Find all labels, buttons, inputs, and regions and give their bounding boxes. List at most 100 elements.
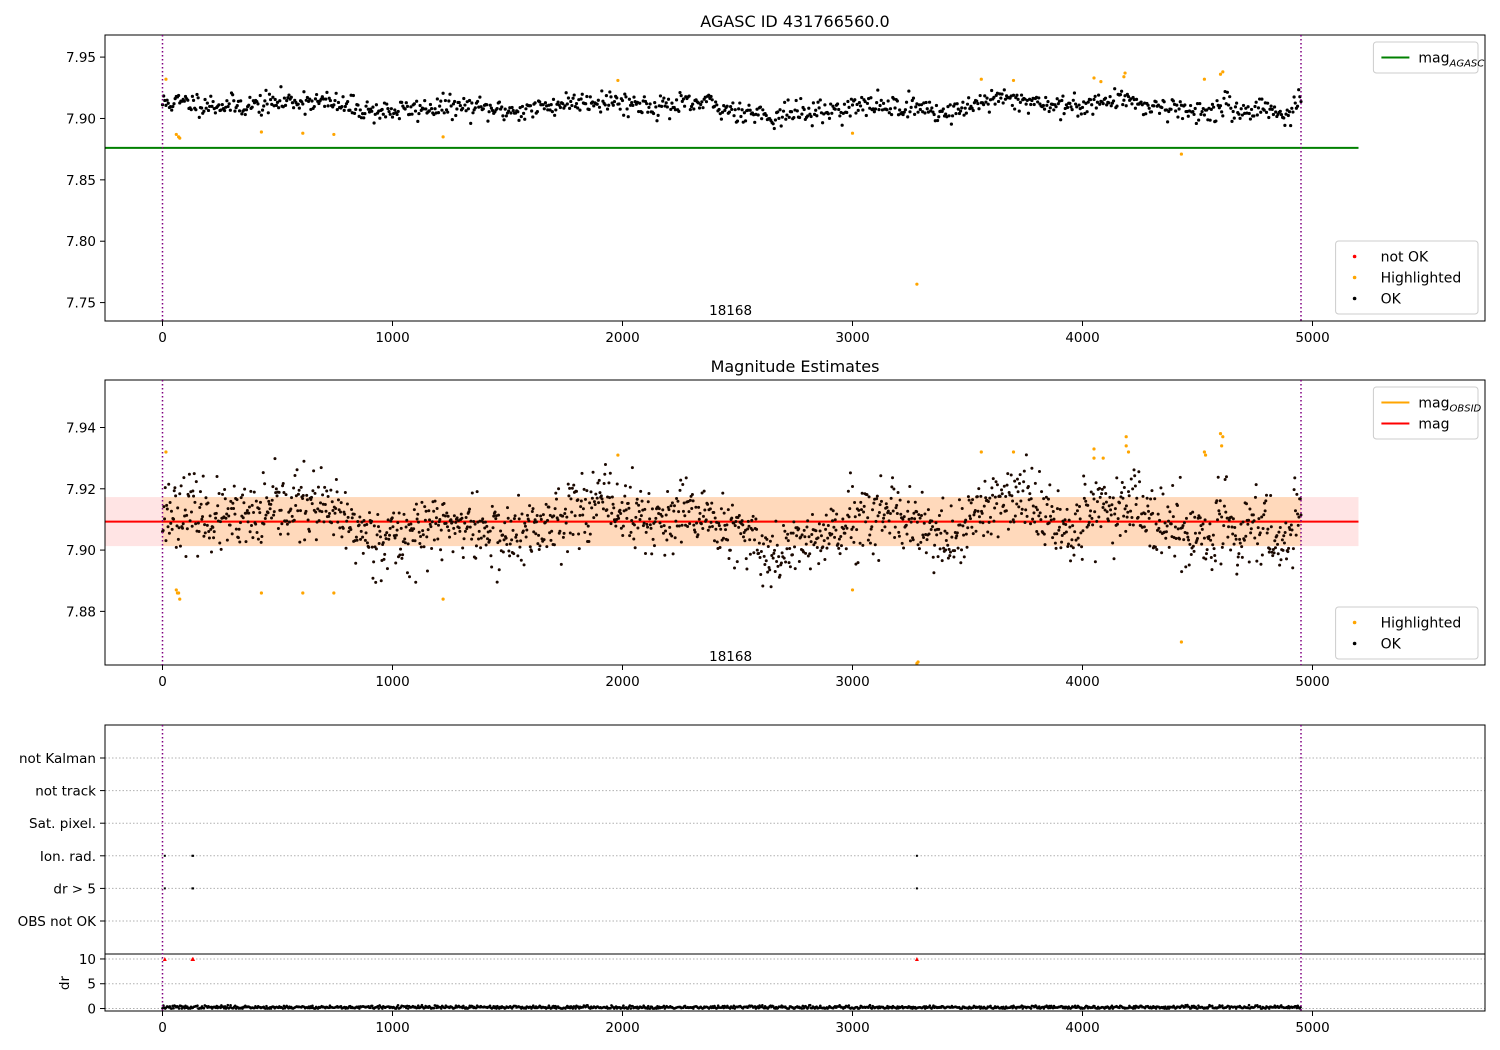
ok-point: [632, 523, 636, 527]
ok-point: [1049, 514, 1053, 518]
ok-point: [1092, 497, 1096, 501]
ok-point: [937, 527, 941, 531]
ok-point: [290, 101, 295, 105]
ok-point: [816, 100, 820, 104]
ok-point: [773, 570, 777, 574]
ok-point: [389, 519, 393, 523]
ok-point: [1024, 453, 1028, 457]
ok-point: [164, 103, 168, 108]
ok-point: [1124, 529, 1128, 533]
ok-point: [349, 527, 353, 531]
ok-point: [729, 104, 733, 109]
ok-point: [1270, 107, 1274, 111]
dr-point: [370, 1004, 374, 1008]
ok-point: [990, 88, 994, 93]
ok-point: [479, 536, 483, 540]
ok-point: [744, 557, 748, 561]
ok-point: [1220, 545, 1224, 549]
ok-point: [927, 532, 931, 536]
ok-point: [409, 105, 413, 109]
ok-point: [837, 537, 841, 541]
ok-point: [372, 560, 376, 564]
ok-point: [310, 99, 314, 103]
ok-point: [489, 554, 493, 558]
ok-point: [330, 521, 334, 525]
ok-point: [375, 533, 379, 537]
ok-point: [1258, 97, 1262, 101]
ok-point: [667, 508, 671, 512]
ok-point: [1017, 505, 1021, 509]
highlighted-point: [177, 591, 181, 595]
ok-point: [792, 520, 796, 524]
ok-point: [814, 529, 818, 533]
ok-point: [581, 513, 585, 517]
ok-point: [1197, 118, 1201, 122]
x-tick-label: 1000: [375, 674, 409, 690]
ok-point: [256, 537, 260, 541]
ok-point: [284, 493, 288, 497]
ok-point: [731, 101, 735, 105]
dr-point: [416, 1006, 419, 1010]
y-tick-label: 7.90: [66, 543, 96, 559]
ok-point: [451, 102, 456, 106]
ok-point: [172, 489, 176, 493]
ok-point: [1213, 553, 1217, 557]
ok-point: [879, 474, 883, 478]
highlighted-point: [332, 591, 336, 595]
ok-point: [565, 102, 569, 106]
ok-point: [983, 479, 987, 483]
ok-point: [923, 512, 927, 516]
ok-point: [1198, 101, 1202, 106]
ok-point: [243, 112, 247, 117]
ok-point: [457, 526, 461, 530]
ok-point: [717, 521, 721, 525]
ok-point: [490, 565, 494, 569]
ok-point: [615, 482, 619, 486]
ok-point: [1056, 102, 1060, 106]
ok-point: [1208, 118, 1212, 122]
ok-point: [1256, 106, 1261, 110]
ok-point: [721, 536, 725, 540]
ok-point: [899, 512, 903, 516]
ok-point: [1239, 107, 1243, 111]
ok-point: [169, 521, 173, 525]
ok-point: [171, 104, 175, 109]
ok-point: [196, 521, 200, 525]
ok-point: [1080, 105, 1085, 110]
ok-point: [885, 505, 889, 509]
ok-point: [901, 517, 905, 521]
ok-point: [232, 99, 236, 103]
ok-point: [1042, 107, 1047, 111]
ok-point: [572, 93, 576, 97]
ok-point: [881, 101, 886, 105]
ok-point: [878, 503, 882, 507]
ok-point: [872, 110, 876, 114]
ok-point: [886, 99, 890, 103]
ok-point: [1109, 508, 1113, 512]
ok-point: [273, 457, 277, 461]
ok-point: [445, 525, 449, 529]
ok-point: [1181, 524, 1185, 528]
ok-point: [1191, 109, 1195, 114]
ok-point: [1123, 507, 1127, 511]
ok-point: [587, 540, 591, 544]
ok-point: [932, 571, 936, 575]
ok-point: [816, 536, 820, 540]
ok-point: [340, 104, 344, 109]
ok-point: [410, 112, 414, 116]
ok-point: [258, 93, 262, 98]
ok-point: [228, 108, 232, 112]
ok-point: [1285, 557, 1289, 561]
ok-point: [655, 119, 659, 123]
ok-point: [900, 541, 904, 545]
ok-point: [1224, 510, 1228, 514]
ok-point: [649, 526, 653, 530]
ok-point: [1091, 523, 1095, 527]
ok-point: [958, 523, 962, 527]
ok-point: [544, 502, 548, 506]
ok-point: [1163, 521, 1167, 525]
ok-point: [482, 534, 486, 538]
ok-point: [385, 102, 389, 106]
ok-point: [382, 557, 386, 561]
ok-point: [822, 523, 826, 527]
